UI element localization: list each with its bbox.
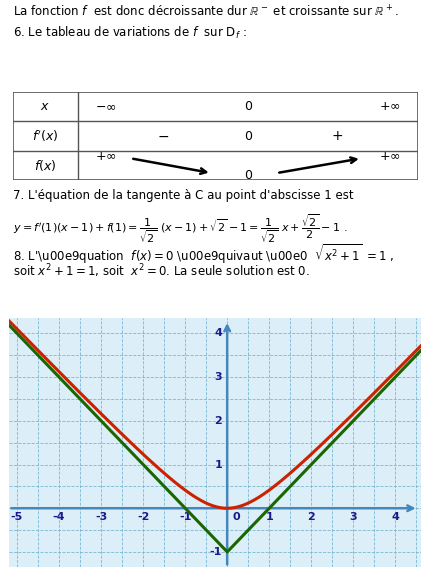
Text: La fonction $f$  est donc décroissante dur $\mathbb{R}^-$ et croissante sur $\ma: La fonction $f$ est donc décroissante du… [13, 5, 397, 20]
Text: $+$: $+$ [331, 129, 343, 143]
Text: 3: 3 [349, 512, 356, 522]
Text: $0$: $0$ [243, 100, 252, 113]
Text: $0$: $0$ [243, 168, 252, 182]
Text: 2: 2 [214, 416, 222, 426]
Text: -3: -3 [95, 512, 107, 522]
Text: -2: -2 [137, 512, 149, 522]
Text: $+\infty$: $+\infty$ [378, 150, 400, 163]
Text: $f(x)$: $f(x)$ [34, 158, 56, 173]
Text: $y=f'(1)(x-1)+f(1)=\dfrac{1}{\sqrt{2}}\ (x-1)+\sqrt{2}-1=\dfrac{1}{\sqrt{2}}\ x+: $y=f'(1)(x-1)+f(1)=\dfrac{1}{\sqrt{2}}\ … [13, 212, 346, 245]
Text: $-$: $-$ [156, 129, 169, 143]
Text: -1: -1 [178, 512, 191, 522]
Text: $f'(x)$: $f'(x)$ [32, 128, 58, 144]
Text: -5: -5 [11, 512, 23, 522]
Text: $+\infty$: $+\infty$ [378, 100, 400, 113]
Text: 0: 0 [232, 512, 239, 522]
Text: 2: 2 [307, 512, 314, 522]
Text: 1: 1 [265, 512, 273, 522]
Text: $0$: $0$ [243, 129, 252, 143]
Text: 4: 4 [391, 512, 398, 522]
Text: 7. L'équation de la tangente à C au point d'abscisse 1 est: 7. L'équation de la tangente à C au poin… [13, 189, 353, 202]
Text: 3: 3 [214, 372, 222, 382]
Text: $-\infty$: $-\infty$ [95, 100, 117, 113]
Text: $x$: $x$ [40, 100, 50, 113]
Text: 4: 4 [214, 328, 222, 338]
Text: $+\infty$: $+\infty$ [95, 150, 117, 163]
Text: 1: 1 [214, 460, 222, 469]
Text: soit $x^2+1=1$, soit  $x^2=0$. La seule solution est 0.: soit $x^2+1=1$, soit $x^2=0$. La seule s… [13, 262, 309, 280]
Text: -4: -4 [53, 512, 65, 522]
Text: -1: -1 [209, 547, 222, 557]
Text: 6. Le tableau de variations de $f$  sur $\mathrm{D}_f$ :: 6. Le tableau de variations de $f$ sur $… [13, 25, 246, 41]
Text: 8. L'\u00e9quation  $f(x)=0$ \u00e9quivaut \u00e0  $\sqrt{x^2+1}\ =1$ ,: 8. L'\u00e9quation $f(x)=0$ \u00e9quivau… [13, 242, 394, 265]
